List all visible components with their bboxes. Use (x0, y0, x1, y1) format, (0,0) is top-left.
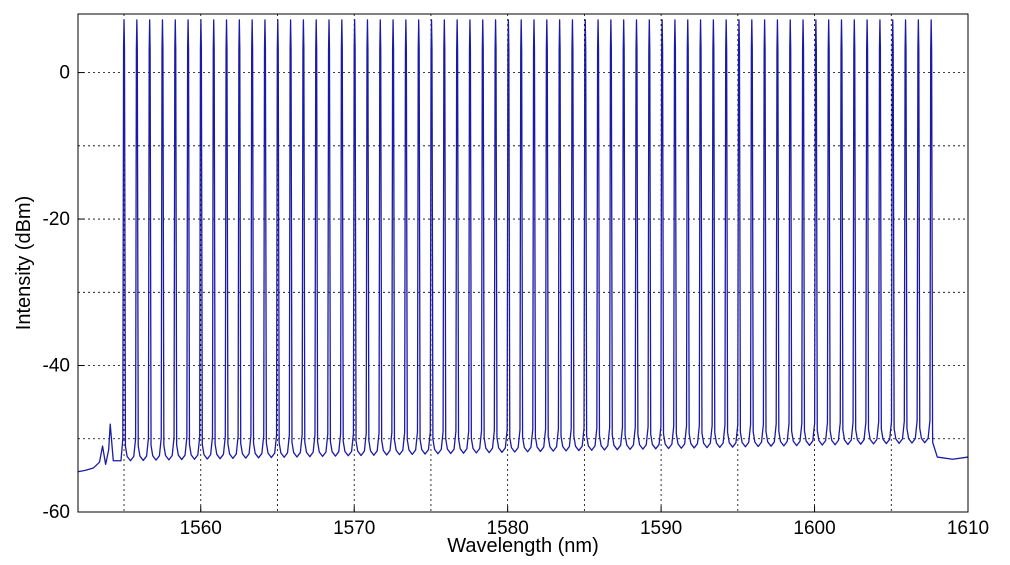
y-tick-label: 0 (59, 63, 70, 84)
x-tick-label: 1570 (333, 518, 375, 539)
series-layer (77, 19, 969, 473)
axis-ticks: 1560 1570 1580 1590 1600 1610 -60 -40 -20 0 (43, 63, 990, 539)
x-tick-label: 1610 (947, 518, 989, 539)
spectrum-series-line (77, 19, 969, 473)
x-tick-label: 1590 (640, 518, 682, 539)
x-tick-label: 1580 (487, 518, 529, 539)
x-axis-label: Wavelength (nm) (447, 535, 599, 557)
y-tick-label: -40 (43, 356, 70, 377)
x-tick-label: 1600 (793, 518, 835, 539)
y-axis-label: Intensity (dBm) (13, 196, 35, 330)
plot-frame (77, 13, 969, 513)
y-tick-label: -60 (43, 502, 70, 523)
y-tick-label: -20 (43, 209, 70, 230)
x-tick-label: 1560 (180, 518, 222, 539)
